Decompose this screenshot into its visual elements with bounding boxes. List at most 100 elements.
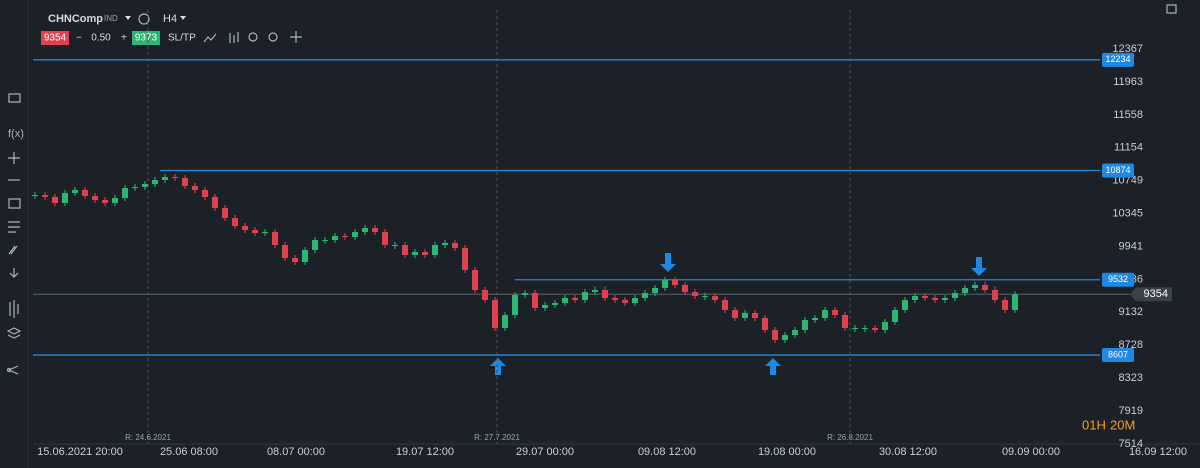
candle-body [982,285,988,291]
candle-body [612,297,618,301]
x-tick-label: 09.08 12:00 [638,446,696,458]
candle-body [252,230,258,234]
candle-body [942,297,948,301]
candle-body [882,321,888,330]
candle-body [912,296,918,301]
icon-zoom-out[interactable] [248,32,258,42]
candle-body [632,297,638,304]
x-tick-label: 16.09 12:00 [1129,446,1187,458]
candle-body [852,328,858,330]
interval[interactable]: H4 [163,13,177,25]
rollover-label: R: 26.8.2021 [827,433,873,442]
icon-move[interactable] [290,31,302,43]
candle-body [622,300,628,304]
candle-body [892,310,898,322]
arrow-down [971,257,987,276]
icon-down[interactable] [9,268,19,278]
icon-candles[interactable] [229,32,239,43]
y-tick-label: 8323 [1119,372,1143,384]
candle-body [442,242,448,245]
candle-body [242,226,248,231]
market: IND [104,14,118,23]
icon-fx[interactable]: f(x) [8,128,24,140]
candle-body [122,188,128,199]
timer-hours: 01H [1082,417,1106,432]
candle-body [562,297,568,304]
level-label: 9532 [1108,274,1128,284]
candle-body [512,294,518,315]
candle-body [282,244,288,259]
ask-price: 9373 [135,33,158,44]
sell-button[interactable] [41,31,69,45]
candle-body [32,195,38,197]
increase[interactable]: + [121,33,127,44]
y-tick-label: 9132 [1119,306,1143,318]
candle-body [412,251,418,256]
info-icon[interactable] [138,13,150,25]
icon-line-chart[interactable] [203,33,217,43]
candle-body [162,177,168,180]
x-tick-label: 29.07 00:00 [516,446,574,458]
candle-body [142,184,148,187]
last-price-label: 9354 [1144,288,1168,300]
icon-cross[interactable] [8,152,20,164]
arrow-up [765,358,781,375]
candle-body [712,296,718,301]
candle-body [672,279,678,286]
icon-pitch[interactable] [8,245,18,255]
x-tick-label: 15.06.2021 20:00 [37,446,123,458]
y-tick-label: 7919 [1119,405,1143,417]
candle-body [112,198,118,203]
candle-body [812,318,818,321]
window-icon[interactable] [1166,4,1177,14]
sltp[interactable]: SL/TP [168,33,196,44]
candle-body [332,235,338,241]
candle-body [552,303,558,305]
decrease[interactable]: − [76,33,82,44]
symbol-dropdown[interactable] [125,16,131,20]
candle-body [182,178,188,186]
icon-layers[interactable] [6,327,22,339]
candle-body [692,292,698,297]
candle-body [1012,294,1018,311]
bid-price: 9354 [44,33,67,44]
candle-body [262,231,268,234]
candle-body [722,300,728,311]
candle-body [392,244,398,246]
candle-body [592,290,598,293]
candle-body [482,290,488,301]
symbol[interactable]: CHNComp [48,13,103,25]
candle-body [52,196,58,203]
candle-body [92,195,98,200]
candle-body [82,189,88,196]
quantity[interactable]: 0.50 [91,33,111,44]
y-tick-label: 9941 [1119,240,1143,252]
level-label-box [1102,272,1134,287]
icon-fib[interactable] [8,221,20,233]
arrow-up [490,358,506,375]
candle-body [102,199,108,203]
x-tick-label: 08.07 00:00 [267,446,325,458]
candle-body [462,248,468,270]
icon-indicators[interactable] [9,300,19,318]
arrows [490,253,987,375]
icon-screen[interactable] [8,93,21,103]
candle-body [572,297,578,301]
candle-body [212,196,218,208]
candle-body [762,318,768,330]
candle-body [542,304,548,308]
buy-button[interactable] [132,31,160,45]
candle-body [932,297,938,301]
interval-dropdown[interactable] [180,16,186,20]
candle-body [532,293,538,308]
candle-body [452,242,458,249]
level-label: 8607 [1108,349,1128,359]
candle-body [152,179,158,185]
x-tick-label: 09.09 00:00 [1002,446,1060,458]
y-tick-label: 10345 [1112,207,1143,219]
icon-zoom-in[interactable] [268,32,278,42]
candle-body [822,310,828,319]
candle-body [312,240,318,250]
icon-rect[interactable] [8,198,21,209]
